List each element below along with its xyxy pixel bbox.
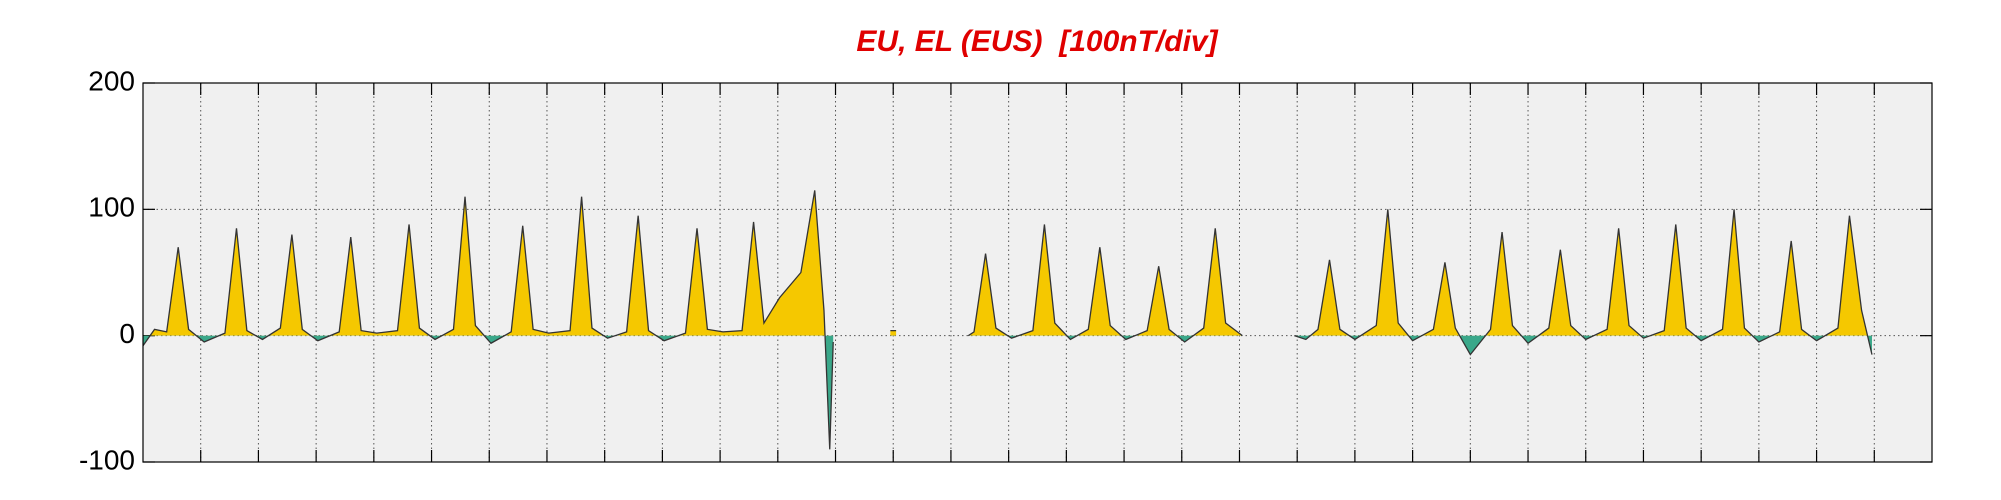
y-tick-label: 100	[88, 192, 135, 223]
plot-frame	[142, 82, 1933, 463]
y-tick-label: 200	[88, 65, 135, 96]
y-tick-label: 0	[119, 318, 135, 349]
chart-title: EU, EL (EUS) [100nT/div]	[856, 25, 1218, 58]
y-tick-label: -100	[79, 444, 135, 475]
plot-background	[143, 83, 1932, 462]
data-line	[142, 190, 1873, 450]
